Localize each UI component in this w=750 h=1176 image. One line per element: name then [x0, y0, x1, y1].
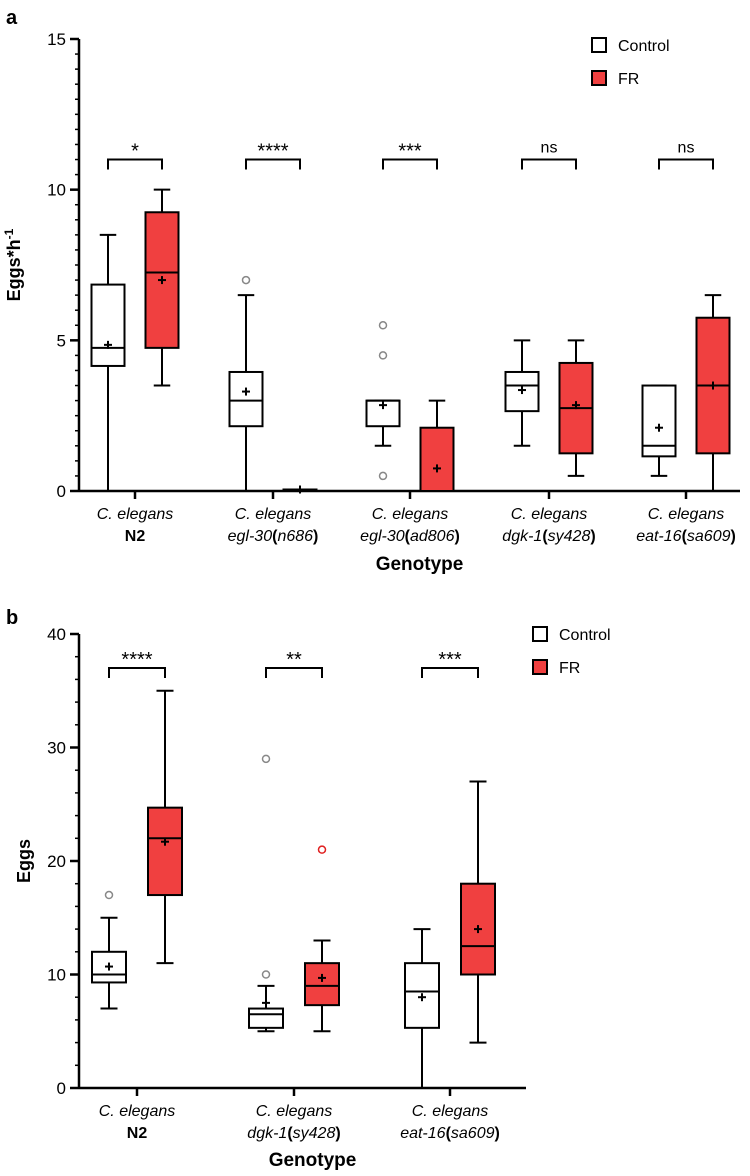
outlier-point	[378, 351, 388, 360]
outlier-point	[261, 970, 271, 979]
category-label-line2: egl-30(n686)	[228, 528, 319, 545]
significance-label: ***	[438, 649, 462, 671]
category-label-line1: C. elegans	[97, 506, 174, 523]
panel-b: b 0 10 20 30 40 Eggs Genotype C. elegans N2 C. el…	[6, 607, 611, 1171]
y-tick-label: 5	[57, 331, 66, 350]
category-label-line1: C. elegans	[372, 506, 449, 523]
legend-swatch-control	[591, 37, 607, 53]
category-label-line2: N2	[127, 1125, 148, 1142]
legend-label: FR	[618, 71, 639, 88]
y-tick-label: 10	[47, 181, 66, 200]
legend-swatch-fr	[591, 70, 607, 86]
x-axis-label: Genotype	[376, 554, 464, 575]
significance-label: ns	[678, 140, 695, 157]
y-tick-label: 15	[47, 30, 66, 49]
significance-bracket	[658, 158, 714, 170]
significance-bracket	[265, 667, 323, 679]
category-label-line1: C. elegans	[648, 506, 725, 523]
category-label-line2: N2	[125, 528, 146, 545]
significance-bracket	[108, 667, 166, 679]
category-label-line1: C. elegans	[412, 1103, 489, 1120]
significance-bracket	[382, 158, 438, 170]
box-control	[248, 1007, 284, 1029]
y-tick-label: 10	[47, 966, 66, 985]
category-label-line2: eat-16(sa609)	[400, 1125, 500, 1142]
legend-label: Control	[559, 627, 611, 644]
significance-label: *	[131, 141, 139, 163]
panel-a: a 0 5 10 15 Eggs*h-1 Genotype C. elegans N2 C. e…	[2, 7, 740, 575]
category-label-line2: dgk-1(sy428)	[502, 528, 595, 545]
panel-label-a: a	[6, 7, 18, 29]
category-label-line1: C. elegans	[511, 506, 588, 523]
category-label-line1: C. elegans	[235, 506, 312, 523]
outlier-point	[104, 890, 114, 900]
significance-label: ***	[398, 141, 422, 163]
legend-swatch-fr	[532, 659, 548, 675]
legend-swatch-control	[532, 626, 548, 642]
y-tick-label: 30	[47, 739, 66, 758]
outlier-point	[378, 321, 388, 330]
panel-label-b: b	[6, 607, 18, 629]
box-fr	[304, 962, 340, 1007]
legend-label: Control	[618, 38, 670, 55]
y-tick-label: 0	[57, 482, 66, 501]
category-label-line2: dgk-1(sy428)	[247, 1125, 340, 1142]
box-fr	[419, 426, 455, 492]
y-tick-label: 40	[47, 625, 66, 644]
legend-label: FR	[559, 660, 580, 677]
significance-label: ****	[257, 141, 288, 163]
category-label-line2: egl-30(ad806)	[360, 528, 460, 545]
category-label-line1: C. elegans	[256, 1103, 333, 1120]
significance-label: **	[286, 649, 302, 671]
significance-bracket	[245, 158, 301, 170]
y-tick-label: 20	[47, 852, 66, 871]
x-axis-label: Genotype	[269, 1150, 357, 1171]
y-axis-label: Eggs	[14, 839, 34, 883]
y-tick-label: 0	[57, 1079, 66, 1098]
significance-bracket	[107, 158, 163, 170]
significance-bracket	[421, 667, 479, 679]
outlier-point	[378, 471, 388, 481]
box-control	[90, 283, 126, 367]
outlier-point	[241, 275, 251, 285]
significance-label: ns	[541, 140, 558, 157]
significance-label: ****	[121, 649, 152, 671]
box-control	[228, 370, 264, 428]
box-fr	[147, 806, 183, 897]
category-label-line2: eat-16(sa609)	[636, 528, 736, 545]
category-label-line1: C. elegans	[99, 1103, 176, 1120]
outlier-point	[317, 845, 327, 854]
box-control	[641, 384, 677, 458]
y-axis-label: Eggs*h-1	[2, 228, 24, 301]
outlier-point	[261, 754, 271, 764]
significance-bracket	[521, 158, 577, 170]
